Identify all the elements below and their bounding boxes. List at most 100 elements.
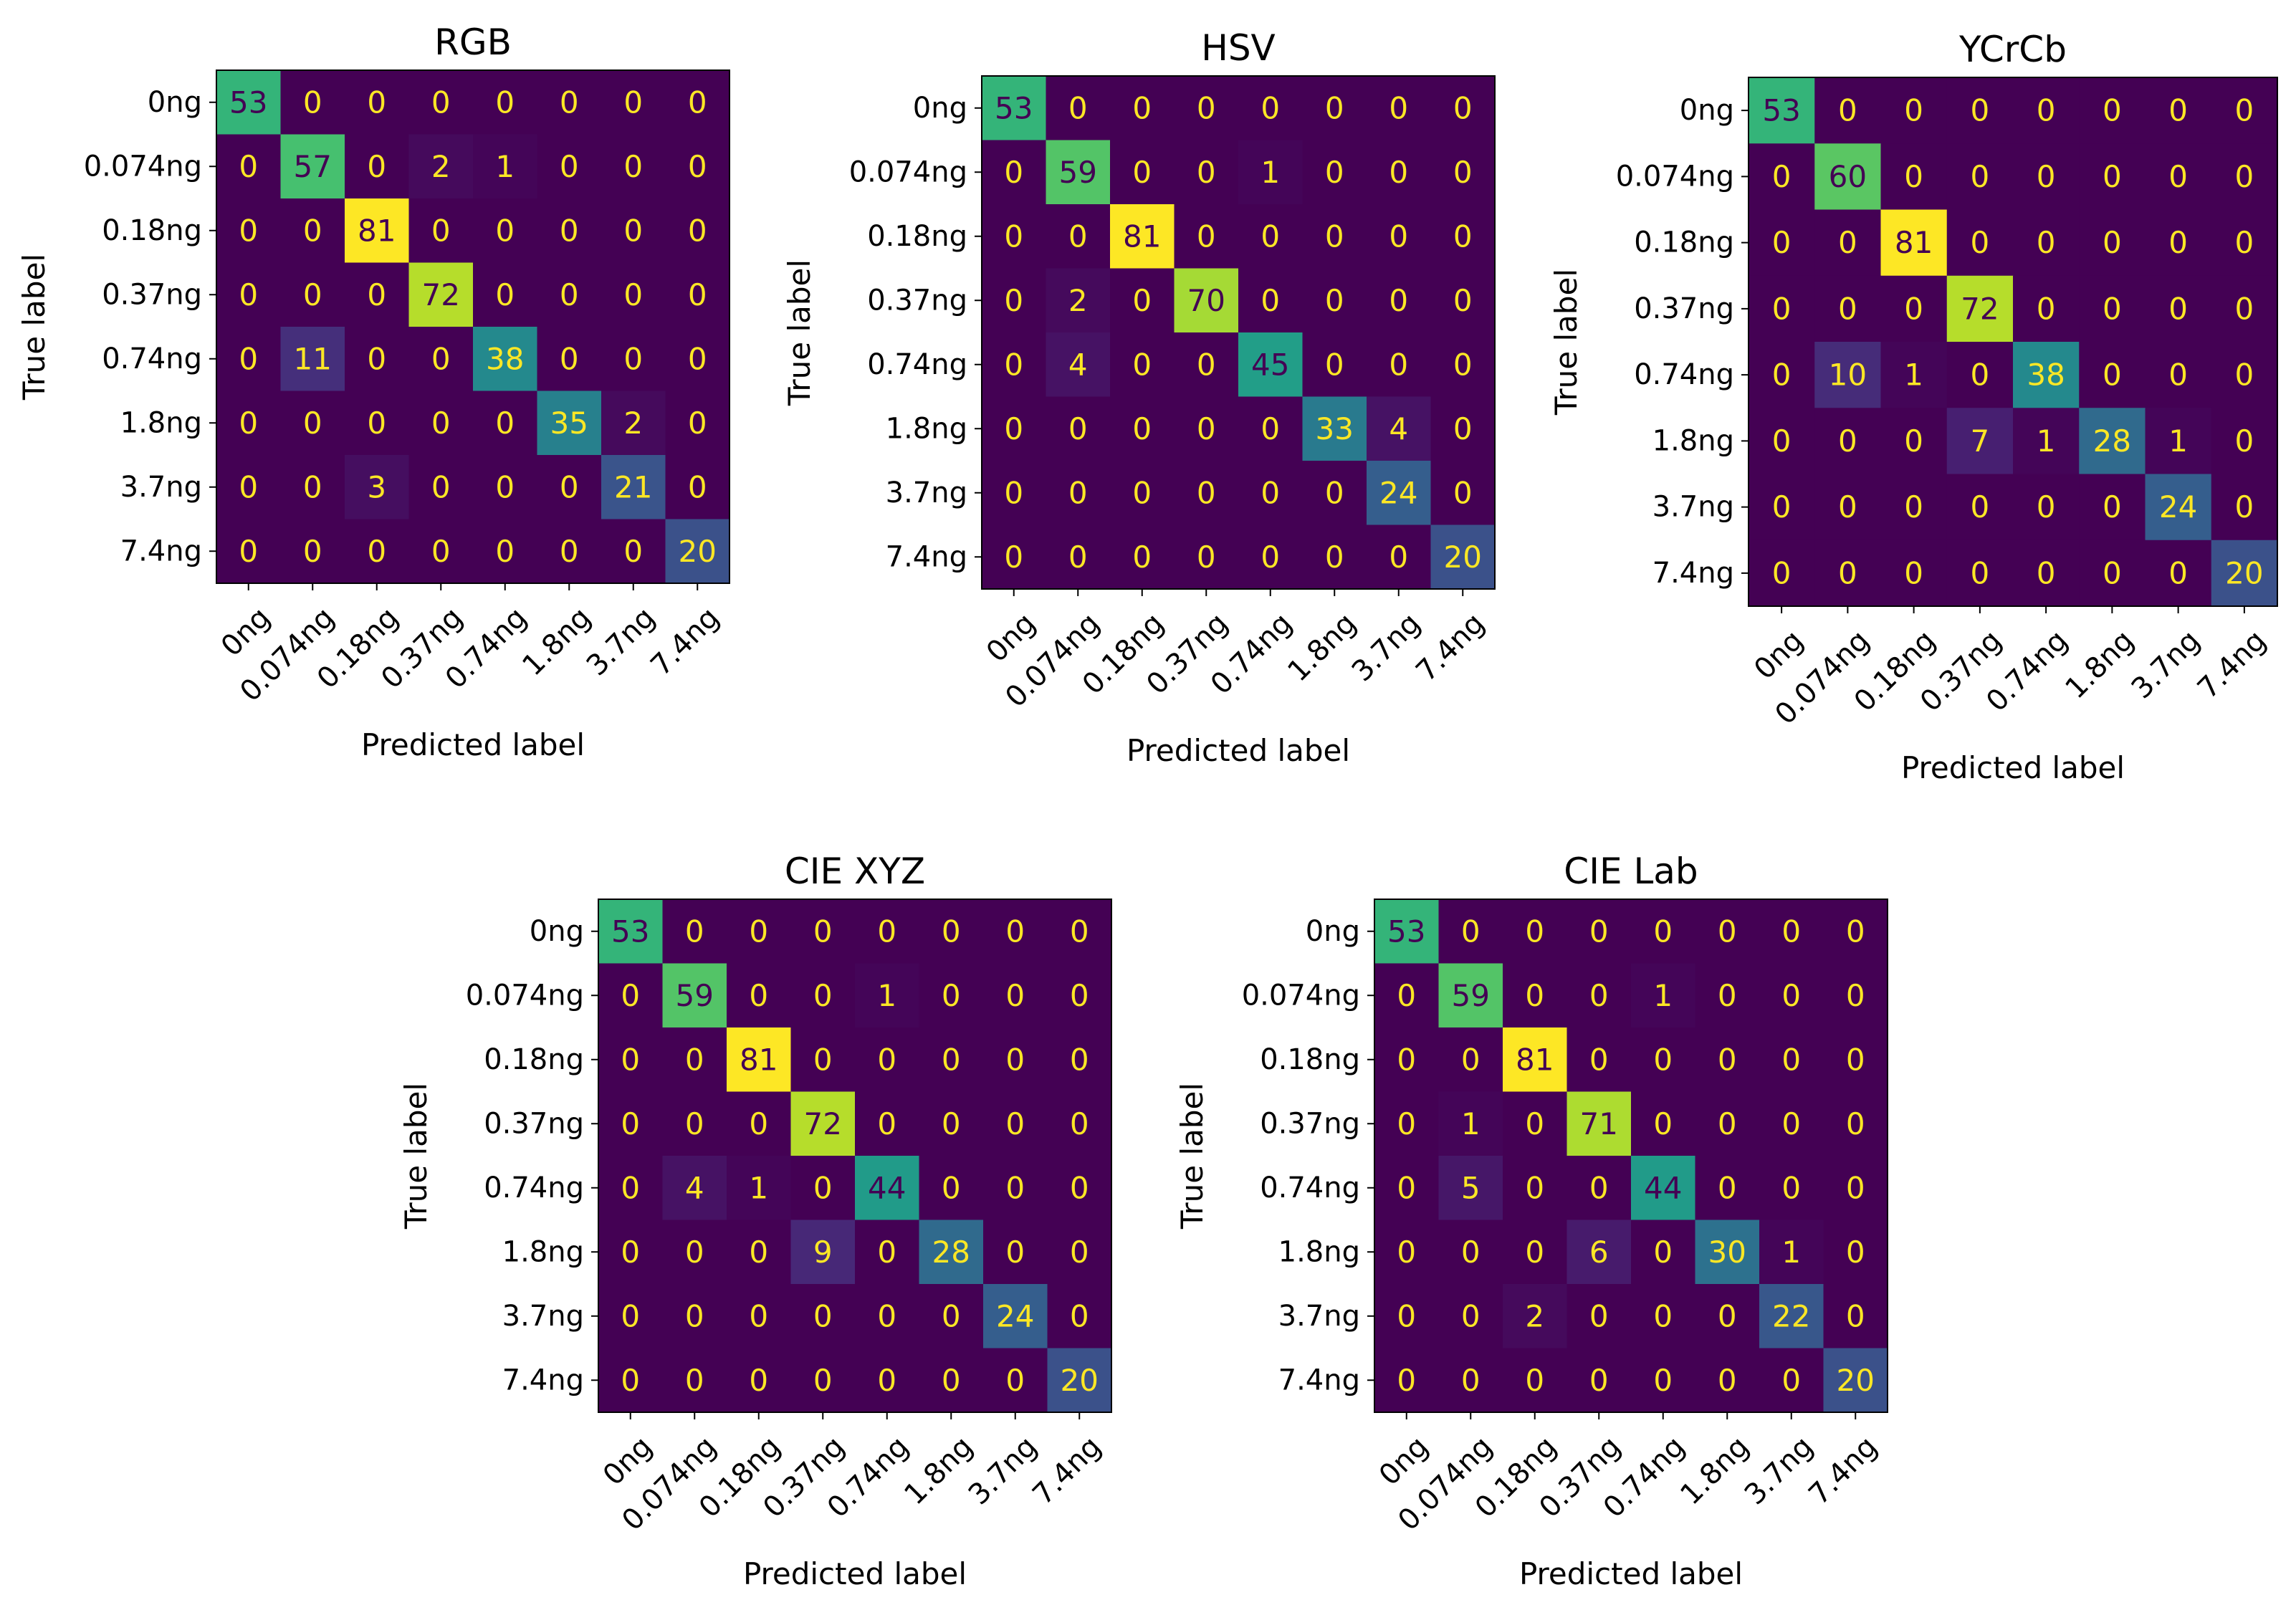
- matrix-frame: [1748, 77, 2278, 607]
- cell-value-label: 24: [2159, 489, 2197, 524]
- matrix-cell: [1695, 1220, 1760, 1285]
- matrix-cell: [982, 204, 1047, 269]
- cell-value-label: 0: [1132, 90, 1152, 125]
- matrix-cell: [1749, 474, 1815, 541]
- matrix-cell: [2145, 540, 2212, 607]
- matrix-cell: [1302, 76, 1367, 141]
- matrix-cell: [2013, 540, 2080, 607]
- cell-value-label: 0: [1005, 1170, 1025, 1205]
- cell-value-label: 24: [996, 1298, 1034, 1333]
- cell-value-label: 0: [1846, 1298, 1865, 1333]
- matrix-cell: [1430, 524, 1496, 590]
- cell-value-label: 0: [1261, 219, 1280, 254]
- matrix-cell: [1814, 209, 1882, 277]
- matrix-cell: [982, 268, 1047, 333]
- cell-value-label: 59: [676, 978, 714, 1013]
- x-axis-label: Predicted label: [1127, 733, 1350, 768]
- cell-value-label: 0: [2235, 93, 2254, 128]
- cell-value-label: 0: [1846, 1235, 1865, 1270]
- matrix-cell: [1430, 396, 1496, 461]
- matrix-cell: [216, 134, 282, 199]
- cell-value-label: 53: [995, 90, 1033, 125]
- cell-value-label: 0: [2168, 225, 2188, 260]
- y-axis-label: True label: [1175, 1083, 1210, 1230]
- matrix-cell: [662, 899, 727, 964]
- cell-value-label: 0: [1389, 347, 1408, 382]
- cell-value-label: 0: [942, 1363, 961, 1398]
- matrix-cell: [216, 262, 282, 327]
- cell-value-label: 0: [2103, 489, 2122, 524]
- matrix-cell: [1566, 899, 1632, 964]
- cell-value-label: 28: [2093, 423, 2131, 459]
- cell-value-label: 60: [1829, 159, 1867, 194]
- matrix-cell: [345, 134, 410, 199]
- cell-value-label: 1: [1781, 1235, 1801, 1270]
- matrix-cell: [537, 262, 602, 327]
- matrix-cell: [1814, 408, 1882, 475]
- matrix-cell: [1503, 1156, 1568, 1221]
- matrix-cell: [1946, 209, 2014, 277]
- cell-value-label: 0: [623, 534, 643, 569]
- matrix-cell: [1503, 1284, 1568, 1349]
- matrix-cell: [1631, 1091, 1696, 1156]
- matrix-cell: [2211, 342, 2278, 408]
- cell-value-label: 0: [1325, 219, 1344, 254]
- cell-value-label: 0: [1772, 423, 1792, 459]
- matrix-cell: [1814, 342, 1882, 408]
- cell-value-label: 1: [1461, 1106, 1481, 1141]
- matrix-cell: [1566, 963, 1632, 1028]
- cell-value-label: 1: [2168, 423, 2188, 459]
- cell-value-label: 0: [1589, 1363, 1609, 1398]
- matrix-cell: [1814, 540, 1882, 607]
- cell-value-label: 0: [367, 534, 386, 569]
- cell-value-label: 0: [1653, 1042, 1673, 1077]
- matrix-cell: [1946, 143, 2014, 211]
- matrix-cell: [1367, 396, 1432, 461]
- matrix-cell: [1695, 899, 1760, 964]
- matrix-cell: [1503, 963, 1568, 1028]
- cell-value-label: 0: [1772, 555, 1792, 590]
- cell-value-label: 0: [1389, 219, 1408, 254]
- matrix-cell: [1695, 1156, 1760, 1221]
- matrix-cell: [1374, 963, 1440, 1028]
- cell-value-label: 0: [1005, 1235, 1025, 1270]
- cell-value-label: 0: [2168, 358, 2188, 393]
- cell-value-label: 0: [1589, 1298, 1609, 1333]
- matrix-cell: [1430, 332, 1496, 398]
- cell-value-label: 59: [1452, 978, 1490, 1013]
- matrix-cell: [919, 1091, 984, 1156]
- cell-value-label: 0: [1197, 90, 1216, 125]
- matrix-cell: [473, 327, 538, 392]
- y-tick-label: 0.18ng: [867, 220, 967, 253]
- cell-value-label: 0: [239, 406, 258, 441]
- cell-value-label: 4: [1389, 411, 1408, 446]
- matrix-frame: [598, 899, 1112, 1413]
- cell-value-label: 0: [1525, 1235, 1544, 1270]
- cell-value-label: 30: [1708, 1235, 1746, 1270]
- matrix-cell: [2145, 408, 2212, 475]
- matrix-cell: [1174, 461, 1239, 526]
- matrix-cell: [2145, 77, 2212, 144]
- matrix-cell: [1302, 396, 1367, 461]
- y-tick-label: 0.37ng: [102, 278, 202, 311]
- y-tick-label: 7.4ng: [1652, 557, 1734, 590]
- x-axis-label: Predicted label: [743, 1556, 967, 1591]
- matrix-cell: [1823, 1348, 1888, 1413]
- cell-value-label: 0: [685, 1298, 704, 1333]
- matrix-cell: [1238, 524, 1304, 590]
- matrix-cell: [1631, 1027, 1696, 1093]
- cell-value-label: 0: [1718, 1363, 1737, 1398]
- cell-value-label: 0: [2235, 489, 2254, 524]
- cell-value-label: 0: [431, 85, 451, 120]
- matrix-cell: [1374, 1220, 1440, 1285]
- matrix-cell: [1759, 899, 1824, 964]
- matrix-cell: [1880, 474, 1948, 541]
- cell-value-label: 0: [1846, 978, 1865, 1013]
- matrix-cell: [1438, 899, 1503, 964]
- matrix-cell: [280, 391, 345, 456]
- matrix-cell: [1367, 204, 1432, 269]
- cell-value-label: 0: [1525, 1363, 1544, 1398]
- cell-value-label: 0: [877, 1363, 896, 1398]
- cell-value-label: 0: [877, 914, 896, 949]
- matrix-cell: [662, 1091, 727, 1156]
